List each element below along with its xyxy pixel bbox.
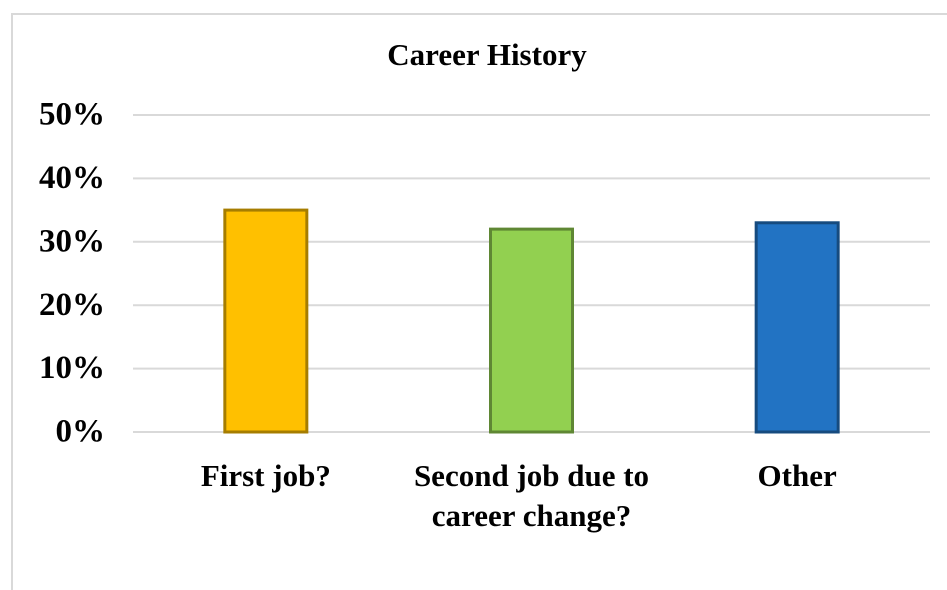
y-tick-label: 0% [56,414,106,450]
bar [754,221,840,434]
x-tick-label: Second job due to career change? [413,458,650,533]
x-tick-label: Other [757,458,837,493]
x-tick-label: First job? [200,458,331,493]
y-tick-label: 10% [39,350,105,386]
chart-title: Career History [387,37,587,72]
y-tick-label: 20% [39,287,105,323]
y-tick-label: 40% [39,160,105,196]
y-tick-label: 30% [39,223,105,259]
chart-frame [11,13,947,590]
bar [223,208,309,434]
bar [489,227,574,434]
y-tick-label: 50% [39,97,105,133]
